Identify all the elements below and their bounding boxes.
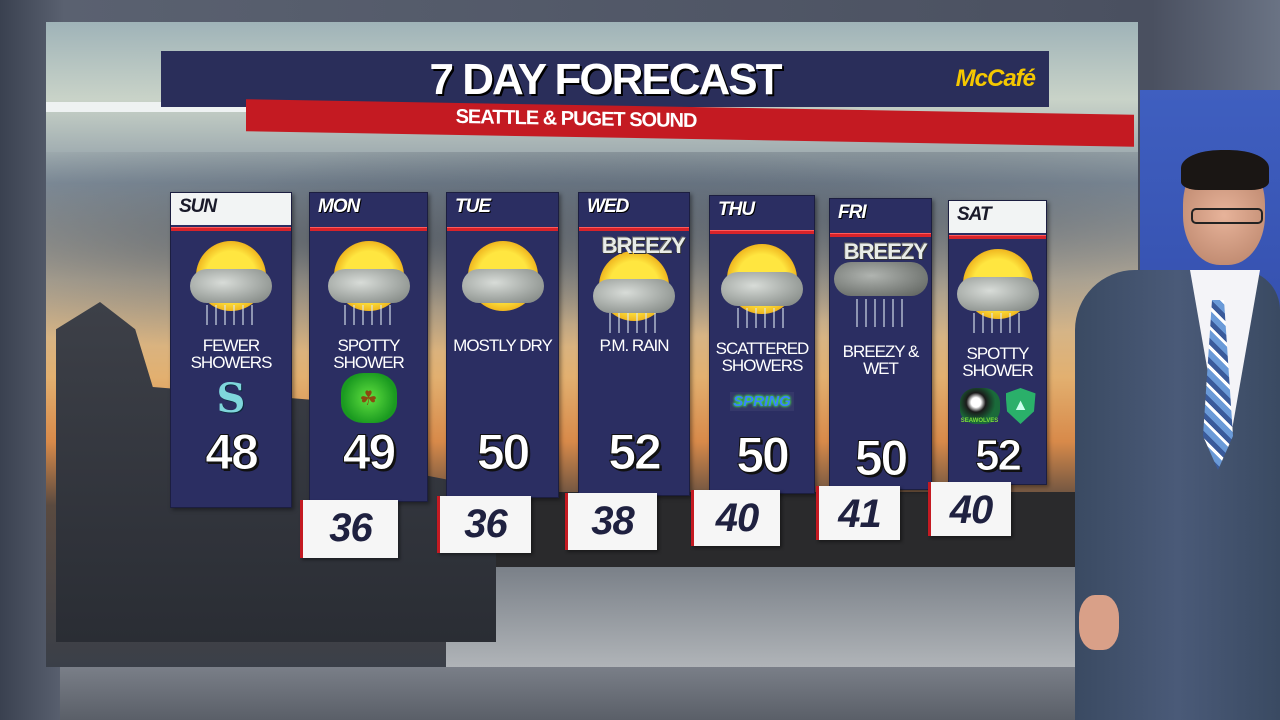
- condition-text: SPOTTY SHOWER: [962, 344, 1034, 380]
- day-column-tue: TUE MOSTLY DRY 50: [446, 192, 559, 498]
- high-temp: 49: [342, 424, 397, 481]
- divider: [710, 230, 814, 234]
- day-column-fri: FRI BREEZY BREEZY & WET 50: [829, 198, 932, 490]
- low-temp-mon: 36: [300, 500, 398, 558]
- condition-text: BREEZY & WET: [842, 342, 920, 378]
- low-temp-wed: 38: [565, 493, 657, 550]
- sun-cloud-showers-icon: [171, 231, 291, 331]
- day-label: SUN: [171, 193, 291, 225]
- seawolves-logo: SEAWOLVES: [959, 388, 1000, 424]
- condition-text: FEWER SHOWERS: [190, 336, 273, 372]
- day-column-mon: MON SPOTTY SHOWER ☘ 49: [309, 192, 428, 502]
- leprechaun-clover-icon: ☘: [310, 373, 427, 423]
- partly-cloudy-icon: [447, 231, 558, 331]
- sun-cloud-showers-icon: [310, 231, 427, 331]
- day-label: TUE: [455, 196, 491, 217]
- high-temp: 48: [205, 424, 260, 481]
- condition-text: P.M. RAIN: [599, 336, 669, 355]
- high-temp: 52: [975, 431, 1023, 481]
- seattle-kraken-logo: S: [216, 374, 246, 422]
- high-temp: 52: [608, 424, 663, 481]
- sponsor-logo: McCafé: [955, 65, 1036, 92]
- water: [446, 567, 1138, 667]
- day-column-wed: WED BREEZY P.M. RAIN 52: [578, 192, 690, 496]
- badge-empty: [447, 373, 558, 423]
- title-bar: 7 DAY FORECAST McCafé: [161, 51, 1049, 107]
- forecast-screen: 7 DAY FORECAST McCafé SEATTLE & PUGET SO…: [46, 22, 1138, 667]
- day-label: WED: [587, 196, 629, 217]
- page-title: 7 DAY FORECAST: [429, 55, 783, 104]
- presenter: [1075, 150, 1280, 720]
- day-label: FRI: [838, 202, 867, 223]
- low-temp-fri: 41: [816, 486, 900, 540]
- low-temp-tue: 36: [437, 496, 531, 553]
- badge-empty: [579, 373, 689, 423]
- badge-empty: [830, 379, 931, 429]
- hand: [1079, 595, 1119, 650]
- location-subtitle: SEATTLE & PUGET SOUND: [455, 105, 697, 133]
- rain-cloud-icon: BREEZY: [830, 237, 931, 337]
- day-column-thu: THU SCATTERED SHOWERS SPRING 50: [709, 195, 815, 494]
- spring-text: SPRING: [730, 391, 794, 411]
- condition-text: SPOTTY SHOWER: [333, 336, 405, 372]
- high-temp: 50: [736, 427, 791, 484]
- condition-text: SCATTERED SHOWERS: [715, 339, 810, 375]
- high-temp: 50: [854, 430, 909, 487]
- glasses: [1191, 208, 1263, 224]
- sun-cloud-showers-icon: [949, 239, 1046, 339]
- day-column-sun: SUN FEWER SHOWERS S 48: [170, 192, 292, 508]
- seawolves-sounders-logos: SEAWOLVES ▲: [949, 381, 1046, 431]
- condition-text: MOSTLY DRY: [453, 336, 553, 355]
- divider: [171, 227, 291, 231]
- sounders-logo: ▲: [1005, 388, 1036, 424]
- divider: [830, 233, 931, 237]
- breezy-tag: BREEZY: [843, 239, 928, 264]
- divider: [447, 227, 558, 231]
- breezy-tag: BREEZY: [601, 233, 686, 258]
- header-strip: [46, 102, 256, 112]
- divider: [579, 227, 689, 231]
- divider: [310, 227, 427, 231]
- day-label: MON: [318, 196, 360, 217]
- suit: [1075, 270, 1280, 720]
- low-temp-sat: 40: [928, 482, 1011, 536]
- low-temp-thu: 40: [691, 490, 780, 546]
- divider: [949, 235, 1046, 239]
- sun-cloud-showers-icon: [710, 234, 814, 334]
- hair: [1181, 150, 1269, 190]
- day-label: THU: [718, 199, 755, 220]
- sun-cloud-rain-icon: BREEZY: [579, 231, 689, 333]
- spring-badge: SPRING: [710, 376, 814, 426]
- day-column-sat: SAT SPOTTY SHOWER SEAWOLVES ▲ 52: [948, 200, 1047, 485]
- day-label: SAT: [949, 201, 1046, 233]
- high-temp: 50: [476, 424, 531, 481]
